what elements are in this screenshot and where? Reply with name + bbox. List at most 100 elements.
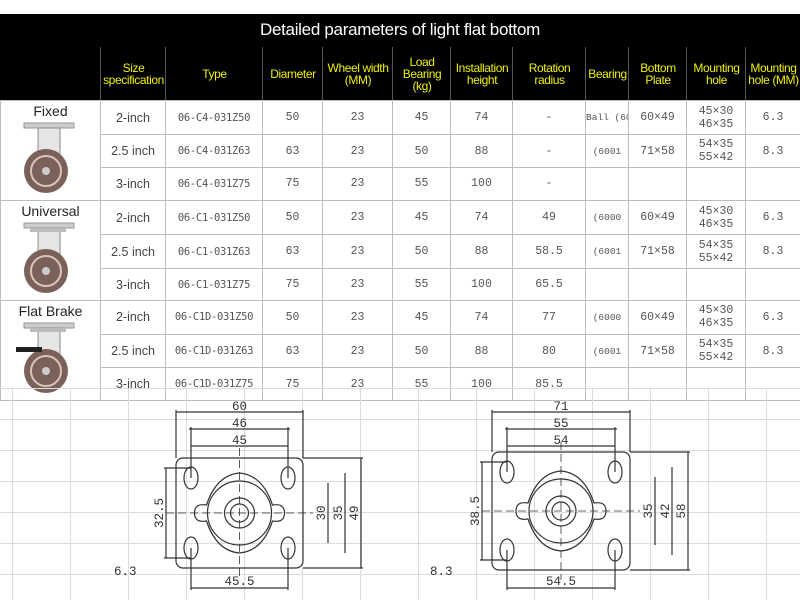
column-header: Mounting hole — [686, 47, 746, 100]
dimension-label: 60 — [232, 400, 247, 414]
height-cell: 100 — [450, 166, 513, 202]
caster-type-label: Flat Brake — [18, 303, 83, 319]
dimension-label: 8.3 — [430, 565, 453, 579]
dimension-label: 42 — [659, 503, 673, 518]
plate-drawing — [164, 410, 363, 590]
dimension-label: 30 — [315, 505, 329, 520]
radius-cell: - — [512, 134, 586, 168]
mounting-hole-mm-cell: 6.3 — [745, 300, 800, 335]
column-header: Rotation radius — [512, 47, 586, 100]
brake-caster-image — [2, 319, 100, 400]
size-cell: 2-inch — [100, 300, 166, 335]
swivel-caster-image — [2, 219, 100, 300]
mounting-hole-cell — [686, 166, 746, 202]
diameter-cell: 63 — [262, 134, 323, 168]
bottom-plate-cell: 71×58 — [628, 134, 687, 168]
type-cell: 06-C4-031Z63 — [165, 134, 263, 168]
caster-type-label: Universal — [21, 203, 80, 219]
radius-cell: 49 — [512, 199, 586, 236]
diameter-cell: 75 — [262, 166, 323, 202]
diameter-cell: 63 — [262, 234, 323, 270]
dimension-label: 45.5 — [224, 575, 254, 589]
dimension-label: 49 — [348, 505, 362, 520]
column-header: Diameter — [262, 47, 323, 100]
bearing-cell — [585, 268, 629, 301]
type-cell: 06-C1D-031Z63 — [165, 333, 263, 369]
table-header: Detailed parameters of light flat bottom… — [0, 14, 800, 100]
caster-type-cell: Universal — [0, 200, 101, 301]
type-cell: 06-C1-031Z63 — [165, 234, 263, 270]
dimension-label: 35 — [332, 505, 346, 520]
bottom-plate-cell: 60×49 — [628, 199, 687, 236]
mounting-hole-mm-cell: 6.3 — [745, 199, 800, 236]
fixed-caster-image — [2, 119, 100, 200]
column-header: Wheel width (MM) — [322, 47, 393, 100]
type-cell: 06-C4-031Z75 — [165, 166, 263, 202]
load-cell: 50 — [392, 234, 451, 270]
load-cell: 45 — [392, 99, 451, 136]
table-row: 3-inch 06-C1-031Z75 75 23 55 100 65.5 — [1, 268, 800, 301]
size-cell: 2.5 inch — [100, 333, 166, 369]
load-cell: 55 — [392, 268, 451, 301]
mounting-hole-mm-cell: 8.3 — [745, 333, 800, 369]
bearing-cell — [585, 166, 629, 202]
mounting-hole-cell: 45×30 46×35 — [686, 99, 746, 136]
size-cell: 2-inch — [100, 99, 166, 136]
mounting-hole-cell: 54×35 55×42 — [686, 333, 746, 369]
height-cell: 88 — [450, 234, 513, 270]
column-header: Installation height — [450, 47, 513, 100]
diameter-cell: 50 — [262, 199, 323, 236]
width-cell: 23 — [322, 268, 393, 301]
top-margin — [0, 0, 800, 14]
width-cell: 23 — [322, 166, 393, 202]
dimension-label: 55 — [553, 417, 568, 431]
dimension-label: 35 — [642, 503, 656, 518]
radius-cell: 65.5 — [512, 268, 586, 301]
dimension-label: 45 — [232, 434, 247, 448]
bearing-cell: Ball (6000 — [585, 99, 629, 136]
caster-type-cell: Flat Brake — [0, 300, 101, 401]
dimension-label: 58 — [675, 503, 689, 518]
width-cell: 23 — [322, 99, 393, 136]
radius-cell: 80 — [512, 333, 586, 369]
table-row: Flat Brake 2-inch 06-C1D-031Z50 50 23 45 74 77(… — [0, 300, 800, 401]
diameter-cell: 63 — [262, 333, 323, 369]
load-cell: 45 — [392, 199, 451, 236]
mounting-hole-mm-cell: 6.3 — [745, 99, 800, 136]
page-title: Detailed parameters of light flat bottom — [260, 20, 540, 39]
size-cell: 2.5 inch — [100, 234, 166, 270]
column-header: Bearing — [585, 47, 629, 100]
dimension-label: 46 — [232, 417, 247, 431]
plate-drawing — [480, 410, 690, 590]
caster-type-label: Fixed — [33, 103, 68, 119]
dimension-label: 54.5 — [546, 575, 576, 589]
mounting-hole-mm-cell — [745, 268, 800, 301]
height-cell: 74 — [450, 99, 513, 136]
bearing-cell: (6000 — [585, 300, 629, 335]
radius-cell: 58.5 — [512, 234, 586, 270]
dimension-label: 54 — [553, 434, 568, 448]
dimension-label: 38.5 — [469, 496, 483, 526]
bottom-plate-cell: 60×49 — [628, 300, 687, 335]
table-row: 2.5 inch 06-C1-031Z63 63 23 50 88 58.5 (6001 71×… — [1, 234, 800, 270]
width-cell: 23 — [322, 234, 393, 270]
caster-type-cell: Fixed — [0, 100, 101, 201]
type-cell: 06-C1-031Z75 — [165, 268, 263, 301]
diameter-cell: 75 — [262, 268, 323, 301]
column-header: Load Bearing (kg) — [392, 47, 451, 100]
dimension-label: 71 — [553, 400, 568, 414]
mounting-hole-cell: 45×30 46×35 — [686, 199, 746, 236]
height-cell: 74 — [450, 300, 513, 335]
radius-cell: - — [512, 99, 586, 136]
table-row: Universal 2-inch 06-C1-031Z50 50 23 45 74 49 (60… — [0, 199, 800, 301]
mounting-hole-mm-cell: 8.3 — [745, 134, 800, 168]
radius-cell: - — [512, 166, 586, 202]
table-row: 3-inch 06-C4-031Z75 75 23 55 100- — [1, 166, 800, 202]
column-header: Type — [165, 47, 263, 100]
bottom-plate-cell: 71×58 — [628, 333, 687, 369]
table-row: 2.5 inch 06-C1D-031Z63 63 23 50 88 80 (6001 71×5… — [1, 333, 800, 369]
height-cell: 100 — [450, 268, 513, 301]
